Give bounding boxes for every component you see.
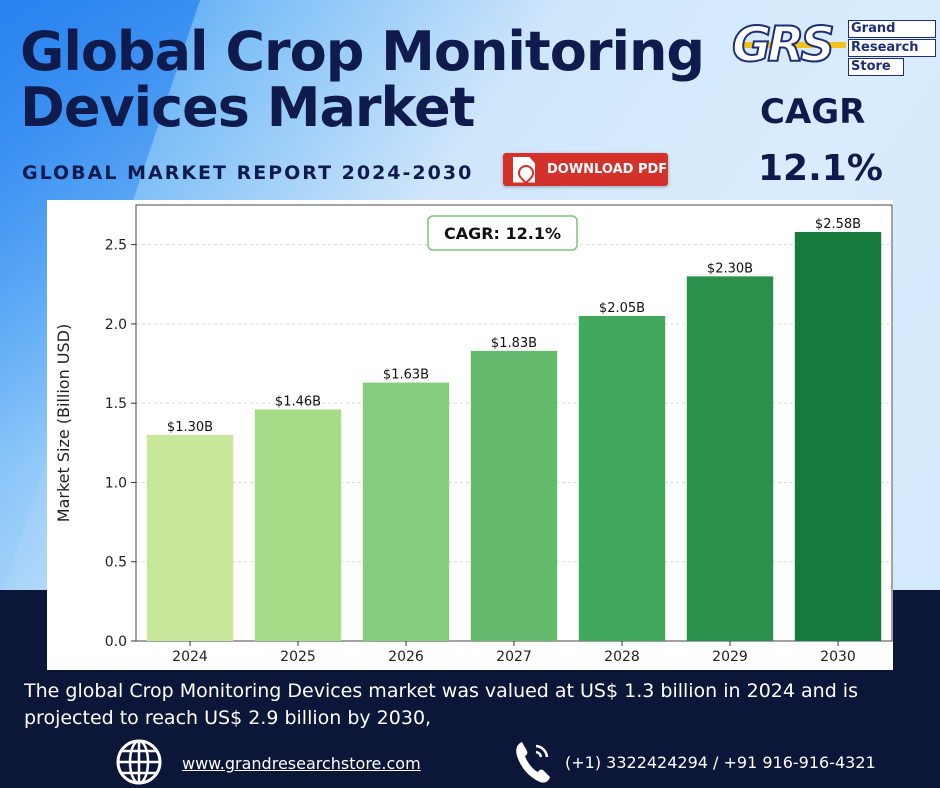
logo-word-grand: Grand	[848, 20, 936, 38]
logo-accent-bar	[738, 42, 846, 48]
y-tick-label: 0.5	[105, 555, 127, 571]
bar-2029	[686, 276, 774, 641]
cagr-annotation-box	[427, 215, 578, 251]
download-pdf-label: DOWNLOAD PDF	[547, 162, 668, 177]
x-tick-label-2025: 2025	[280, 649, 316, 665]
title-line-2: Devices Market	[20, 76, 475, 139]
data-label-2029: $2.30B	[707, 261, 753, 276]
data-label-2024: $1.30B	[167, 420, 213, 435]
download-pdf-button[interactable]: DOWNLOAD PDF	[503, 153, 668, 186]
cagr-annotation: CAGR: 12.1%	[444, 224, 561, 243]
bar-2024	[146, 434, 234, 641]
logo-word-store: Store	[848, 58, 904, 76]
y-axis-label: Market Size (Billion USD)	[54, 324, 73, 522]
data-label-2027: $1.83B	[491, 336, 537, 351]
x-tick-label-2029: 2029	[712, 649, 748, 665]
bar-2026	[362, 382, 450, 641]
page-title: Global Crop Monitoring Devices Market	[20, 20, 705, 139]
bar-2030	[794, 231, 882, 641]
logo-letters: GRS	[731, 17, 836, 73]
y-tick-label: 1.5	[105, 396, 127, 412]
pdf-icon	[513, 156, 535, 183]
x-tick-label-2027: 2027	[496, 649, 532, 665]
y-tick-label: 2.0	[105, 317, 127, 333]
x-tick-label-2024: 2024	[172, 649, 208, 665]
logo-words: Grand Research Store	[848, 20, 936, 77]
cagr-label: CAGR	[760, 92, 866, 132]
chart-card: 0.0 0.5 1.0 1.5 2.0 2.5 $1.30B 2024 $1.46B 2025 $1…	[47, 200, 893, 670]
market-description: The global Crop Monitoring Devices marke…	[24, 680, 858, 729]
report-subtitle: GLOBAL MARKET REPORT 2024-2030	[22, 162, 474, 184]
x-tick-label-2026: 2026	[388, 649, 424, 665]
y-tick-label: 1.0	[105, 475, 127, 491]
bar-2028	[578, 315, 666, 641]
y-tick-label: 2.5	[105, 238, 127, 254]
x-tick-label-2030: 2030	[820, 649, 856, 665]
phone-icon	[516, 742, 550, 783]
data-label-2028: $2.05B	[599, 301, 645, 316]
market-size-bar-chart: 0.0 0.5 1.0 1.5 2.0 2.5 $1.30B 2024 $1.46B 2025 $1…	[54, 204, 893, 665]
x-tick-label-2028: 2028	[604, 649, 640, 665]
data-label-2030: $2.58B	[815, 217, 861, 232]
data-label-2025: $1.46B	[275, 395, 321, 410]
data-label-2026: $1.63B	[383, 368, 429, 383]
website-link[interactable]: www.grandresearchstore.com	[182, 754, 421, 773]
title-line-1: Global Crop Monitoring	[20, 20, 705, 83]
phone-number: (+1) 3322424294 / +91 916-916-4321	[565, 753, 876, 772]
cagr-value: 12.1%	[758, 148, 883, 189]
bar-2025	[254, 409, 342, 641]
logo-word-research: Research	[848, 39, 936, 57]
y-tick-label: 0.0	[105, 634, 127, 650]
grand-research-store-logo: GRS Grand Research Store	[731, 17, 937, 76]
bar-2027	[470, 350, 558, 641]
globe-icon	[116, 739, 162, 785]
